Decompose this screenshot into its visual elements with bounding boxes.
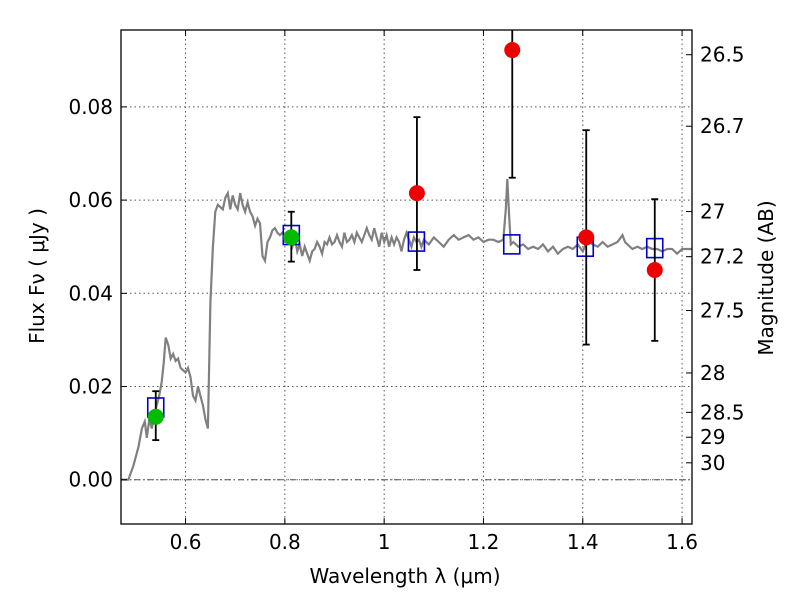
y-axis-title-right: Magnitude (AB) bbox=[754, 200, 778, 355]
observed-photometry-point bbox=[408, 185, 425, 202]
model-photometry-square bbox=[502, 234, 521, 255]
mag-tick-label: 26.5 bbox=[700, 43, 745, 67]
observed-photometry-point bbox=[578, 229, 595, 246]
plot-area bbox=[121, 30, 692, 481]
y-tick-label: 0.00 bbox=[68, 468, 113, 492]
x-tick-label: 0.8 bbox=[269, 530, 301, 554]
observed-photometry-point bbox=[147, 408, 164, 425]
y-tick-label: 0.08 bbox=[68, 95, 113, 119]
mag-tick-label: 27.2 bbox=[700, 245, 745, 269]
y-axis-title-left: Flux Fν ( μJy ) bbox=[25, 208, 49, 344]
y-tick-label: 0.04 bbox=[68, 281, 113, 305]
x-tick-label: 0.6 bbox=[170, 530, 202, 554]
mag-tick-label: 29 bbox=[700, 425, 725, 449]
x-tick-label: 1 bbox=[378, 530, 391, 554]
mag-tick-label: 28 bbox=[700, 361, 725, 385]
plot-frame bbox=[120, 29, 693, 525]
observed-photometry-point bbox=[283, 229, 300, 246]
mag-tick-label: 30 bbox=[700, 451, 725, 475]
x-axis-title: Wavelength λ (μm) bbox=[309, 564, 500, 588]
mag-tick-label: 26.7 bbox=[700, 114, 745, 138]
mag-tick-label: 28.5 bbox=[700, 400, 745, 424]
y-tick-label: 0.06 bbox=[68, 188, 113, 212]
spectrum-line bbox=[121, 179, 692, 481]
x-tick-label: 1.4 bbox=[567, 530, 599, 554]
mag-tick-label: 27 bbox=[700, 200, 725, 224]
x-tick-label: 1.2 bbox=[468, 530, 500, 554]
y-tick-label: 0.02 bbox=[68, 375, 113, 399]
observed-photometry-point bbox=[504, 42, 521, 59]
observed-photometry-point bbox=[646, 262, 663, 279]
x-tick-label: 1.6 bbox=[666, 530, 698, 554]
axis-ticks: 0.6 0.8 1 1.2 1.4 1.6 0.00 0.02 0.04 0.06 0.08 26.5… bbox=[68, 30, 745, 554]
mag-tick-label: 27.5 bbox=[700, 299, 745, 323]
